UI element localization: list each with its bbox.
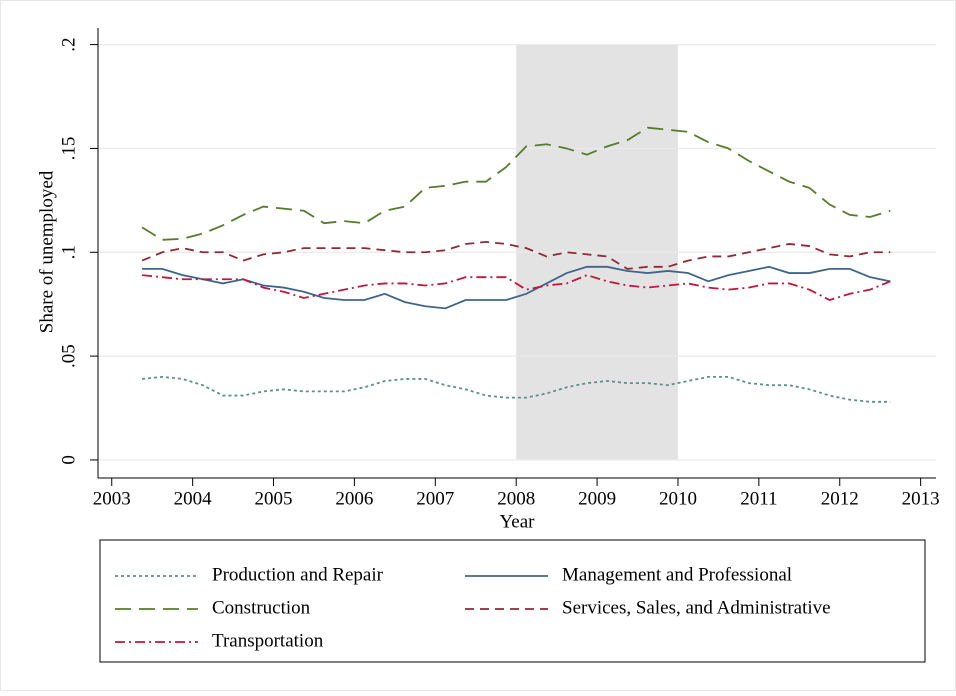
legend-label: Construction (212, 597, 311, 618)
legend (99, 539, 926, 663)
legend-label: Transportation (212, 630, 324, 651)
y-tick-label: .05 (58, 344, 79, 368)
legend-label: Management and Professional (562, 564, 792, 585)
x-tick-label: 2010 (659, 488, 697, 509)
x-tick-label: 2005 (255, 488, 293, 509)
x-tick-label: 2006 (335, 488, 373, 509)
series-line (141, 274, 891, 302)
series-line (141, 126, 891, 241)
x-tick-label: 2003 (93, 488, 131, 509)
x-tick-label: 2004 (174, 488, 213, 509)
y-axis-label: Share of unemployed (36, 170, 57, 333)
legend-label: Production and Repair (212, 564, 384, 585)
x-tick-label: 2013 (902, 488, 940, 509)
series-line (141, 375, 891, 403)
series-line (142, 265, 891, 310)
series-line (141, 240, 891, 270)
x-tick-label: 2012 (821, 488, 859, 509)
legend-label: Services, Sales, and Administrative (562, 597, 831, 618)
x-tick-label: 2009 (578, 488, 616, 509)
y-tick-label: .1 (58, 245, 79, 259)
x-tick-label: 2007 (416, 488, 454, 509)
y-tick-label: .2 (58, 37, 79, 51)
x-tick-label: 2008 (497, 488, 535, 509)
x-axis-label: Year (499, 511, 535, 532)
y-tick-label: 0 (58, 455, 79, 465)
y-tick-label: .15 (58, 137, 79, 161)
x-tick-label: 2011 (740, 488, 777, 509)
